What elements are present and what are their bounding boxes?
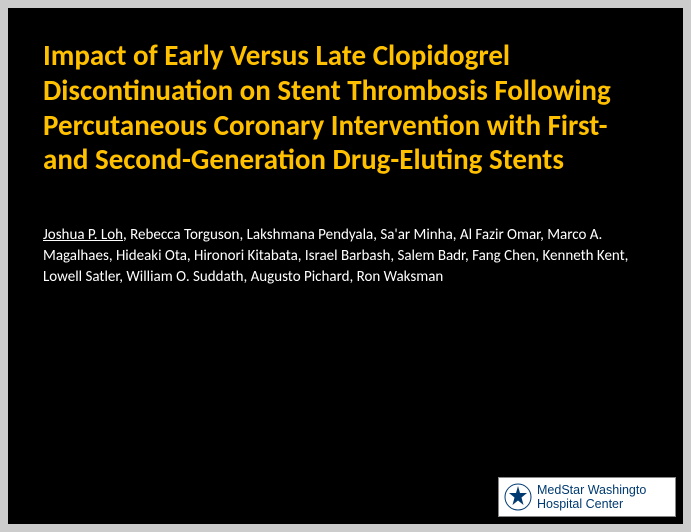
presentation-slide: Impact of Early Versus Late Clopidogrel …: [8, 8, 683, 524]
slide-title: Impact of Early Versus Late Clopidogrel …: [43, 38, 648, 177]
slide-frame: Impact of Early Versus Late Clopidogrel …: [0, 0, 691, 532]
institution-logo: MedStar Washingto Hospital Center: [498, 477, 676, 517]
lead-author: Joshua P. Loh: [43, 226, 123, 244]
co-authors: , Rebecca Torguson, Lakshmana Pendyala, …: [43, 226, 628, 286]
logo-text: MedStar Washingto Hospital Center: [537, 483, 646, 512]
logo-text-line2: Hospital Center: [537, 497, 646, 511]
logo-text-line1: MedStar Washingto: [537, 483, 646, 497]
medstar-icon: [504, 483, 532, 511]
authors-block: Joshua P. Loh, Rebecca Torguson, Lakshma…: [43, 225, 648, 288]
